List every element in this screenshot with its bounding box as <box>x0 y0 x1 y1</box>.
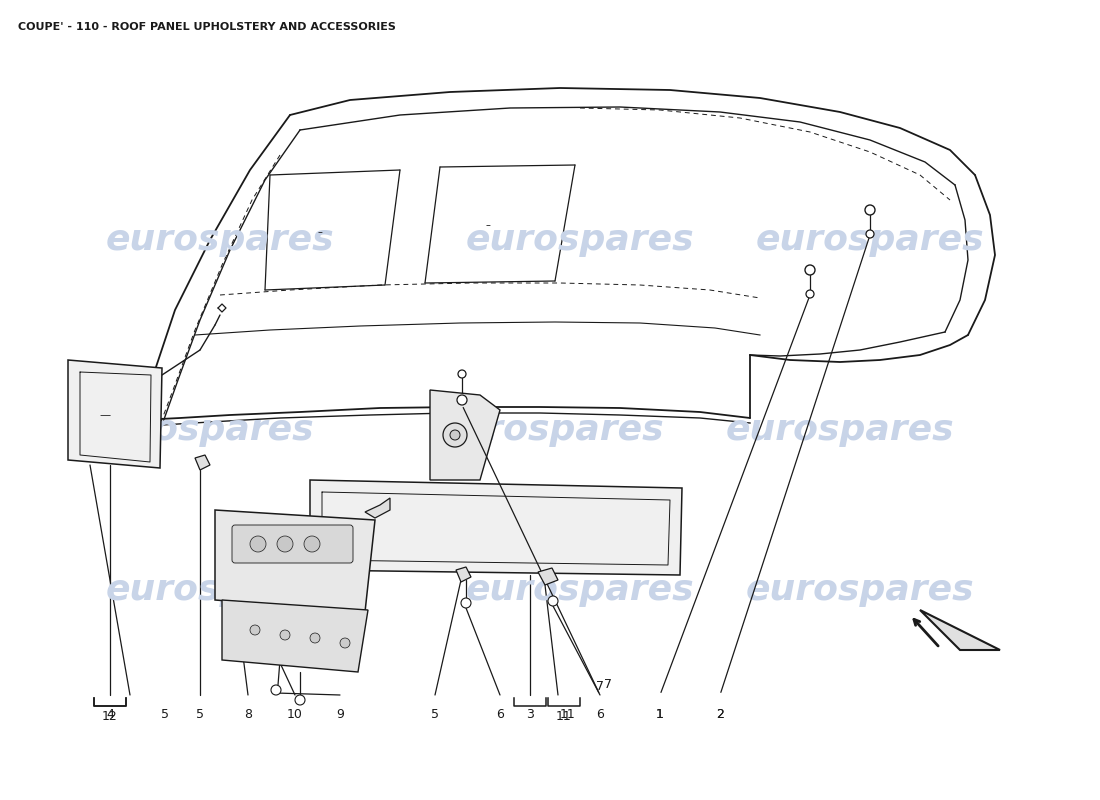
Circle shape <box>340 638 350 648</box>
Circle shape <box>250 536 266 552</box>
Circle shape <box>866 230 874 238</box>
Text: 5: 5 <box>431 708 439 721</box>
Circle shape <box>250 625 260 635</box>
Text: 8: 8 <box>244 708 252 721</box>
Circle shape <box>271 685 281 695</box>
Circle shape <box>304 536 320 552</box>
Text: eurospares: eurospares <box>86 413 315 447</box>
Text: 5: 5 <box>161 708 169 721</box>
Circle shape <box>310 633 320 643</box>
Text: 7: 7 <box>604 678 612 691</box>
Circle shape <box>456 395 468 405</box>
Text: 2: 2 <box>716 708 724 721</box>
Text: 11: 11 <box>560 708 576 721</box>
Circle shape <box>280 630 290 640</box>
Text: eurospares: eurospares <box>106 573 334 607</box>
Text: eurospares: eurospares <box>436 413 664 447</box>
Text: 9: 9 <box>337 708 344 721</box>
Circle shape <box>805 265 815 275</box>
Polygon shape <box>222 600 368 672</box>
Text: –: – <box>485 220 491 230</box>
Text: 6: 6 <box>496 708 504 721</box>
Text: –: – <box>318 227 322 237</box>
Text: 4: 4 <box>106 708 114 721</box>
Circle shape <box>277 536 293 552</box>
Circle shape <box>865 205 874 215</box>
Circle shape <box>450 430 460 440</box>
Polygon shape <box>195 455 210 470</box>
Text: eurospares: eurospares <box>465 573 694 607</box>
Circle shape <box>548 596 558 606</box>
Circle shape <box>295 695 305 705</box>
Text: 2: 2 <box>716 708 724 721</box>
Circle shape <box>443 423 468 447</box>
Text: 1: 1 <box>656 708 664 721</box>
FancyBboxPatch shape <box>232 525 353 563</box>
Circle shape <box>806 290 814 298</box>
Circle shape <box>458 370 466 378</box>
Polygon shape <box>310 480 682 575</box>
Text: 10: 10 <box>287 708 303 721</box>
Polygon shape <box>214 510 375 612</box>
Polygon shape <box>456 567 471 582</box>
Text: eurospares: eurospares <box>465 223 694 257</box>
Text: COUPE' - 110 - ROOF PANEL UPHOLSTERY AND ACCESSORIES: COUPE' - 110 - ROOF PANEL UPHOLSTERY AND… <box>18 22 396 32</box>
Text: eurospares: eurospares <box>726 413 955 447</box>
Text: 6: 6 <box>596 708 604 721</box>
Text: 11: 11 <box>557 710 572 723</box>
Polygon shape <box>538 568 558 585</box>
Polygon shape <box>365 498 390 518</box>
Text: 7: 7 <box>596 680 604 693</box>
Text: 3: 3 <box>526 708 534 721</box>
Text: 1: 1 <box>656 708 664 721</box>
Text: eurospares: eurospares <box>106 223 334 257</box>
Text: —: — <box>99 410 111 420</box>
Text: 5: 5 <box>196 708 204 721</box>
Text: eurospares: eurospares <box>756 223 984 257</box>
Text: 12: 12 <box>102 710 118 723</box>
Circle shape <box>461 598 471 608</box>
Polygon shape <box>68 360 162 468</box>
Text: eurospares: eurospares <box>746 573 975 607</box>
Polygon shape <box>430 390 500 480</box>
Polygon shape <box>920 610 1000 650</box>
